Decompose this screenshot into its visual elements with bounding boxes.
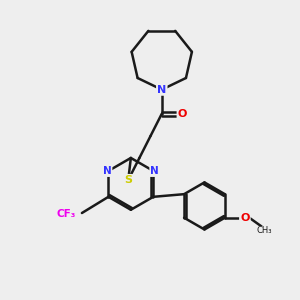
Text: S: S (124, 175, 132, 185)
Text: N: N (157, 85, 167, 94)
Text: N: N (150, 166, 159, 176)
Text: O: O (240, 213, 250, 223)
Text: N: N (103, 166, 111, 176)
Text: CH₃: CH₃ (257, 226, 272, 236)
Text: O: O (178, 109, 187, 119)
Text: CF₃: CF₃ (57, 209, 76, 220)
